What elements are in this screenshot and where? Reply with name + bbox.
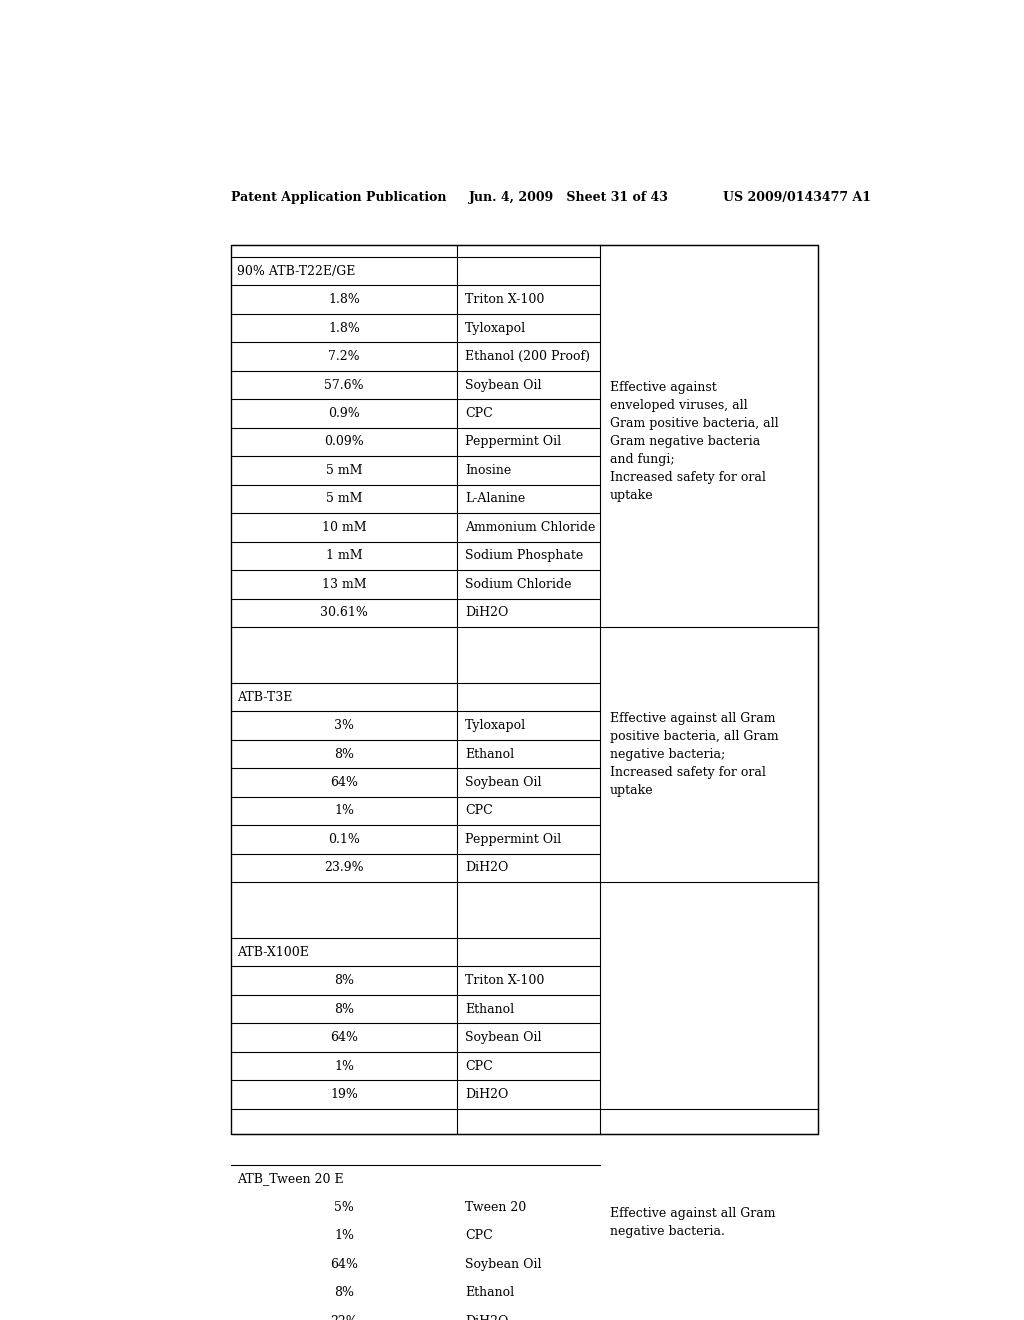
Text: 7.2%: 7.2% (329, 350, 360, 363)
Text: 1%: 1% (334, 1229, 354, 1242)
Text: DiH2O: DiH2O (465, 606, 509, 619)
Text: CPC: CPC (465, 1060, 493, 1073)
Text: Ethanol: Ethanol (465, 747, 514, 760)
Text: Effective against
enveloped viruses, all
Gram positive bacteria, all
Gram negati: Effective against enveloped viruses, all… (609, 381, 778, 503)
Text: Tyloxapol: Tyloxapol (465, 719, 526, 733)
Text: 8%: 8% (334, 747, 354, 760)
Text: ATB-X100E: ATB-X100E (237, 945, 308, 958)
Text: Patent Application Publication: Patent Application Publication (231, 191, 446, 203)
Text: ATB_Tween 20 E: ATB_Tween 20 E (237, 1172, 343, 1185)
Text: 5 mM: 5 mM (326, 492, 362, 506)
Text: Effective against all Gram
positive bacteria, all Gram
negative bacteria;
Increa: Effective against all Gram positive bact… (609, 711, 778, 797)
Text: Triton X-100: Triton X-100 (465, 293, 545, 306)
Text: Peppermint Oil: Peppermint Oil (465, 436, 561, 449)
Text: Ethanol (200 Proof): Ethanol (200 Proof) (465, 350, 590, 363)
Text: 1 mM: 1 mM (326, 549, 362, 562)
Text: 5%: 5% (334, 1201, 354, 1214)
Text: 8%: 8% (334, 1286, 354, 1299)
Text: Soybean Oil: Soybean Oil (465, 1258, 542, 1271)
Text: 22%: 22% (331, 1315, 358, 1320)
Text: 3%: 3% (334, 719, 354, 733)
Text: Peppermint Oil: Peppermint Oil (465, 833, 561, 846)
Text: 19%: 19% (331, 1088, 358, 1101)
Text: US 2009/0143477 A1: US 2009/0143477 A1 (723, 191, 871, 203)
Text: 30.61%: 30.61% (321, 606, 369, 619)
Text: 1%: 1% (334, 1060, 354, 1073)
Text: 5 mM: 5 mM (326, 463, 362, 477)
Text: Ethanol: Ethanol (465, 1286, 514, 1299)
Text: Jun. 4, 2009   Sheet 31 of 43: Jun. 4, 2009 Sheet 31 of 43 (469, 191, 669, 203)
Text: Effective against all Gram
negative bacteria.: Effective against all Gram negative bact… (609, 1206, 775, 1238)
Text: 13 mM: 13 mM (322, 578, 367, 591)
Text: Ethanol: Ethanol (465, 1003, 514, 1015)
Text: 64%: 64% (331, 1031, 358, 1044)
Text: DiH2O: DiH2O (465, 862, 509, 874)
Text: 1.8%: 1.8% (329, 293, 360, 306)
Text: Sodium Chloride: Sodium Chloride (465, 578, 571, 591)
Text: L-Alanine: L-Alanine (465, 492, 525, 506)
Text: Soybean Oil: Soybean Oil (465, 1031, 542, 1044)
Text: 0.1%: 0.1% (329, 833, 360, 846)
Text: 1.8%: 1.8% (329, 322, 360, 335)
Text: 10 mM: 10 mM (322, 521, 367, 533)
Text: 90% ATB-T22E/GE: 90% ATB-T22E/GE (237, 265, 355, 277)
Text: Inosine: Inosine (465, 463, 512, 477)
Text: 8%: 8% (334, 1003, 354, 1015)
Text: Soybean Oil: Soybean Oil (465, 776, 542, 789)
Text: Sodium Phosphate: Sodium Phosphate (465, 549, 584, 562)
Text: ATB-T3E: ATB-T3E (237, 690, 292, 704)
Text: 1%: 1% (334, 804, 354, 817)
Text: Tween 20: Tween 20 (465, 1201, 526, 1214)
Text: CPC: CPC (465, 407, 493, 420)
Text: Soybean Oil: Soybean Oil (465, 379, 542, 392)
Text: Ammonium Chloride: Ammonium Chloride (465, 521, 596, 533)
Text: 57.6%: 57.6% (325, 379, 365, 392)
Text: 64%: 64% (331, 1258, 358, 1271)
Text: 0.09%: 0.09% (325, 436, 365, 449)
Bar (231, 244, 818, 1134)
Text: 23.9%: 23.9% (325, 862, 365, 874)
Text: CPC: CPC (465, 804, 493, 817)
Text: Tyloxapol: Tyloxapol (465, 322, 526, 335)
Text: DiH2O: DiH2O (465, 1315, 509, 1320)
Text: 8%: 8% (334, 974, 354, 987)
Text: 0.9%: 0.9% (329, 407, 360, 420)
Text: 64%: 64% (331, 776, 358, 789)
Text: CPC: CPC (465, 1229, 493, 1242)
Text: DiH2O: DiH2O (465, 1088, 509, 1101)
Text: Triton X-100: Triton X-100 (465, 974, 545, 987)
